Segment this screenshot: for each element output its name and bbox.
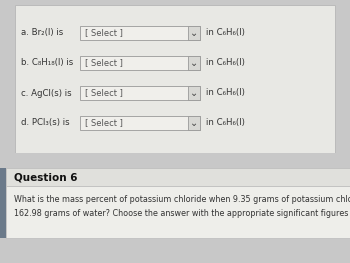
Bar xyxy=(0,168,6,238)
Text: in C₆H₆(l): in C₆H₆(l) xyxy=(206,58,245,68)
Text: a. Br₂(l) is: a. Br₂(l) is xyxy=(21,28,63,38)
Text: d. PCl₃(s) is: d. PCl₃(s) is xyxy=(21,119,70,128)
Text: [ Select ]: [ Select ] xyxy=(85,89,123,98)
Text: [ Select ]: [ Select ] xyxy=(85,28,123,38)
Bar xyxy=(15,5,335,153)
Bar xyxy=(188,56,200,70)
Bar xyxy=(6,168,350,186)
Bar xyxy=(0,153,350,168)
Bar xyxy=(188,116,200,130)
Bar xyxy=(80,26,200,40)
Bar xyxy=(80,56,200,70)
Bar xyxy=(188,86,200,100)
Text: in C₆H₆(l): in C₆H₆(l) xyxy=(206,89,245,98)
Text: What is the mass percent of potassium chloride when 9.35 grams of potassium chlo: What is the mass percent of potassium ch… xyxy=(14,195,350,205)
Text: c. AgCl(s) is: c. AgCl(s) is xyxy=(21,89,72,98)
Text: ⌄: ⌄ xyxy=(190,28,198,38)
Text: [ Select ]: [ Select ] xyxy=(85,58,123,68)
Text: b. C₈H₁₈(l) is: b. C₈H₁₈(l) is xyxy=(21,58,73,68)
Text: ⌄: ⌄ xyxy=(190,88,198,98)
Text: ⌄: ⌄ xyxy=(190,58,198,68)
Bar xyxy=(80,116,200,130)
Text: in C₆H₆(l): in C₆H₆(l) xyxy=(206,28,245,38)
Text: in C₆H₆(l): in C₆H₆(l) xyxy=(206,119,245,128)
Bar xyxy=(188,26,200,40)
Text: Question 6: Question 6 xyxy=(14,172,77,182)
Text: 162.98 grams of water? Choose the answer with the appropriate significant figure: 162.98 grams of water? Choose the answer… xyxy=(14,210,350,219)
Bar xyxy=(80,86,200,100)
Text: ⌄: ⌄ xyxy=(190,118,198,128)
Bar xyxy=(6,186,350,238)
Text: [ Select ]: [ Select ] xyxy=(85,119,123,128)
